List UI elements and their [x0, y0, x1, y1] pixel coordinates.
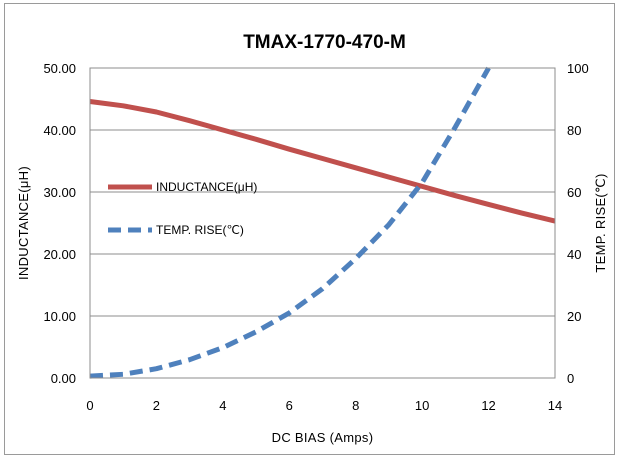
x-tick-label: 12 [481, 398, 495, 413]
grid-lines [90, 129, 555, 317]
y-right-tick-label: 60 [567, 185, 581, 200]
y-right-tick-label: 0 [567, 371, 574, 386]
x-tick-label: 8 [352, 398, 359, 413]
x-tick-label: 4 [219, 398, 226, 413]
y-left-tick-label: 0.00 [51, 371, 76, 386]
legend-label: INDUCTANCE(μH) [156, 180, 257, 194]
y-left-tick-label: 10.00 [43, 309, 76, 324]
y-right-tick-label: 100 [567, 61, 589, 76]
series-layer [89, 66, 556, 379]
y-axis-left-title: INDUCTANCE(μH) [16, 166, 31, 280]
y-left-tick-label: 20.00 [43, 247, 76, 262]
plot-area-border [89, 67, 556, 379]
chart-title: TMAX-1770-470-M [243, 32, 406, 53]
x-tick-label: 6 [286, 398, 293, 413]
inductance-series-line [89, 99, 556, 224]
temp-rise-series-line [89, 66, 491, 379]
x-axis-title: DC BIAS (Amps) [272, 430, 374, 445]
chart-frame [4, 3, 615, 455]
x-tick-label: 10 [415, 398, 429, 413]
y-right-tick-label: 80 [567, 123, 581, 138]
legend-label: TEMP. RISE(℃) [156, 223, 244, 237]
y-left-tick-label: 40.00 [43, 123, 76, 138]
y-right-tick-label: 20 [567, 309, 581, 324]
legend: INDUCTANCE(μH) TEMP. RISE(℃) [108, 180, 257, 237]
x-tick-label: 2 [153, 398, 160, 413]
y-right-tick-label: 40 [567, 247, 581, 262]
y-left-tick-label: 30.00 [43, 185, 76, 200]
tick-labels: 0.0010.0020.0030.0040.0050.0002040608010… [43, 61, 588, 413]
x-tick-label: 14 [548, 398, 562, 413]
y-axis-right-title: TEMP. RISE(℃) [593, 173, 608, 272]
y-left-tick-label: 50.00 [43, 61, 76, 76]
x-tick-label: 0 [86, 398, 93, 413]
